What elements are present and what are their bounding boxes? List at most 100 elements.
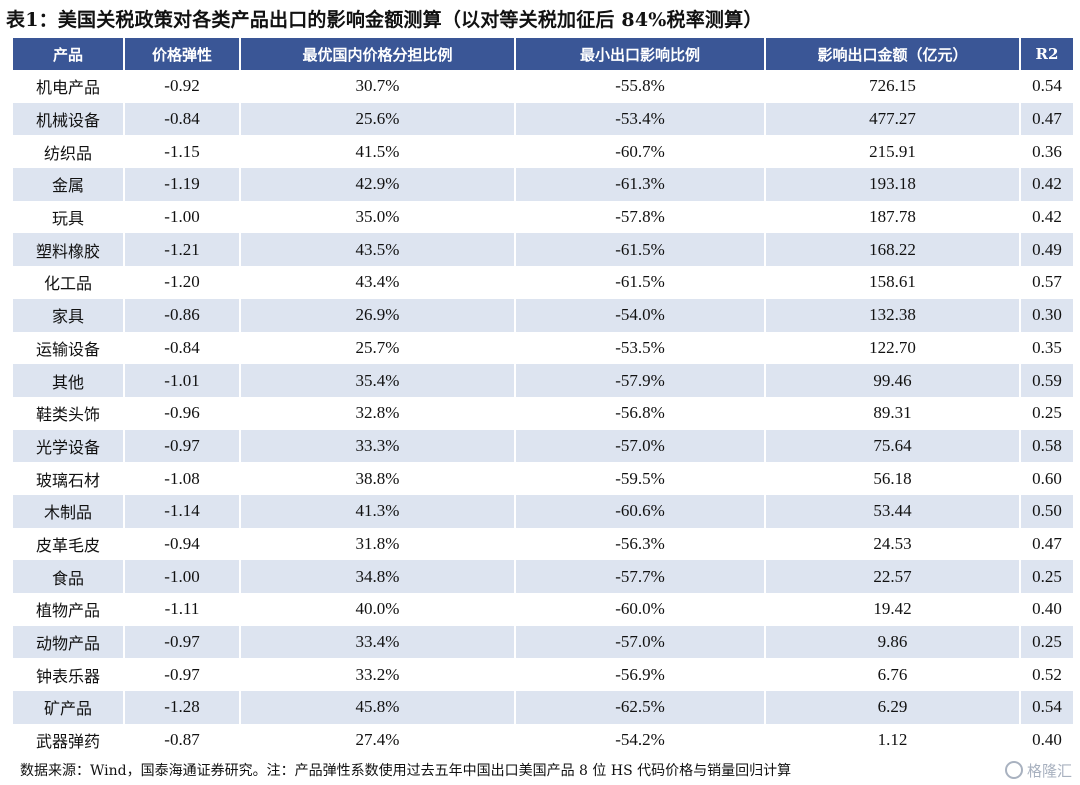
cell-export-amount: 19.42 xyxy=(765,593,1021,626)
cell-r2: 0.52 xyxy=(1032,664,1062,684)
cell-min-export-impact: -56.3% xyxy=(515,527,766,561)
cell-elasticity: -0.96 xyxy=(124,396,241,430)
table-row: 钟表乐器 -0.97 33.2% -56.9% 6.76 0.52 xyxy=(13,658,1073,692)
cell-domestic-share: 41.3% xyxy=(240,494,516,528)
watermark-text: 格隆汇 xyxy=(1026,761,1072,780)
watermark: 格隆汇 xyxy=(1004,758,1072,782)
cell-product: 金属 xyxy=(13,168,125,201)
cell-min-export-impact: -59.5% xyxy=(515,462,766,495)
cell-export-amount: 22.57 xyxy=(765,560,1021,593)
cell-product: 皮革毛皮 xyxy=(13,527,125,561)
cell-product: 纺织品 xyxy=(13,135,125,169)
cell-min-export-impact: -54.0% xyxy=(515,298,766,332)
cell-export-amount: 477.27 xyxy=(765,102,1021,136)
cell-export-amount: 193.18 xyxy=(765,168,1021,201)
cell-min-export-impact: -53.5% xyxy=(515,331,766,365)
cell-r2: 0.59 xyxy=(1020,364,1073,397)
table-row: 武器弹药 -0.87 27.4% -54.2% 1.12 0.40 xyxy=(13,723,1073,757)
cell-export-amount: 726.15 xyxy=(765,70,1021,103)
cell-product: 木制品 xyxy=(13,494,125,528)
cell-elasticity: -1.21 xyxy=(124,233,241,267)
cell-export-amount: 24.53 xyxy=(765,527,1021,561)
cell-export-amount: 158.61 xyxy=(765,266,1021,299)
cell-min-export-impact: -56.9% xyxy=(515,658,766,692)
cell-product: 机电产品 xyxy=(13,70,125,103)
table-row: 机械设备 -0.84 25.6% -53.4% 477.27 0.47 xyxy=(13,102,1073,136)
cell-min-export-impact: -53.4% xyxy=(515,102,766,136)
cell-domestic-share: 43.5% xyxy=(240,233,516,267)
header-elasticity: 价格弹性 xyxy=(124,38,241,70)
cell-elasticity: -1.01 xyxy=(124,364,241,397)
cell-elasticity: -1.00 xyxy=(124,560,241,593)
cell-min-export-impact: -61.3% xyxy=(515,168,766,201)
cell-min-export-impact: -57.7% xyxy=(515,560,766,593)
cell-elasticity: -0.97 xyxy=(124,658,241,692)
source-note: 数据来源：Wind，国泰海通证券研究。注：产品弹性系数使用过去五年中国出口美国产… xyxy=(20,763,792,779)
cell-domestic-share: 40.0% xyxy=(240,593,516,626)
cell-r2: 0.25 xyxy=(1020,625,1073,659)
table-row: 皮革毛皮 -0.94 31.8% -56.3% 24.53 0.47 xyxy=(13,527,1073,561)
cell-r2: 0.25 xyxy=(1020,560,1073,593)
header-product: 产品 xyxy=(13,38,125,70)
cell-elasticity: -0.87 xyxy=(124,723,241,757)
cell-export-amount: 215.91 xyxy=(765,135,1021,169)
cell-product: 化工品 xyxy=(13,266,125,299)
cell-product: 其他 xyxy=(13,364,125,397)
cell-export-amount: 187.78 xyxy=(765,200,1021,234)
cell-r2: 0.54 xyxy=(1020,691,1073,724)
cell-r2: 0.60 xyxy=(1032,468,1062,488)
cell-r2: 0.42 xyxy=(1032,207,1062,227)
cell-r2: 0.47 xyxy=(1032,533,1062,553)
cell-min-export-impact: -56.8% xyxy=(515,396,766,430)
cell-domestic-share: 25.7% xyxy=(240,331,516,365)
cell-r2: 0.36 xyxy=(1032,141,1062,161)
cell-r2: 0.57 xyxy=(1032,272,1062,292)
table-row: 鞋类头饰 -0.96 32.8% -56.8% 89.31 0.25 xyxy=(13,396,1073,430)
table-row: 其他 -1.01 35.4% -57.9% 99.46 0.59 xyxy=(13,364,1073,397)
cell-r2: 0.42 xyxy=(1020,168,1073,201)
cell-product: 食品 xyxy=(13,560,125,593)
cell-export-amount: 122.70 xyxy=(765,331,1021,365)
cell-domestic-share: 43.4% xyxy=(240,266,516,299)
cell-product: 机械设备 xyxy=(13,102,125,136)
table-header-row: 产品 价格弹性 最优国内价格分担比例 最小出口影响比例 影响出口金额（亿元） R… xyxy=(13,38,1073,70)
cell-domestic-share: 41.5% xyxy=(240,135,516,169)
cell-export-amount: 168.22 xyxy=(765,233,1021,267)
cell-elasticity: -1.08 xyxy=(124,462,241,495)
table-title: 表1：美国关税政策对各类产品出口的影响金额测算（以对等关税加征后 84%税率测算… xyxy=(6,9,763,31)
table-row: 动物产品 -0.97 33.4% -57.0% 9.86 0.25 xyxy=(13,625,1073,659)
cell-product: 钟表乐器 xyxy=(13,658,125,692)
cell-r2: 0.50 xyxy=(1020,494,1073,528)
cell-product: 鞋类头饰 xyxy=(13,396,125,430)
table-row: 家具 -0.86 26.9% -54.0% 132.38 0.30 xyxy=(13,298,1073,332)
cell-min-export-impact: -60.0% xyxy=(515,593,766,626)
cell-min-export-impact: -61.5% xyxy=(515,233,766,267)
cell-product: 家具 xyxy=(13,298,125,332)
cell-min-export-impact: -57.9% xyxy=(515,364,766,397)
cell-elasticity: -1.28 xyxy=(124,691,241,724)
cell-export-amount: 9.86 xyxy=(765,625,1021,659)
header-domestic-share: 最优国内价格分担比例 xyxy=(240,38,516,70)
cell-r2: 0.54 xyxy=(1032,76,1062,96)
cell-domestic-share: 25.6% xyxy=(240,102,516,136)
cell-min-export-impact: -54.2% xyxy=(515,723,766,757)
cell-product: 塑料橡胶 xyxy=(13,233,125,267)
cell-product: 武器弹药 xyxy=(13,723,125,757)
cell-elasticity: -1.20 xyxy=(124,266,241,299)
cell-elasticity: -1.15 xyxy=(124,135,241,169)
table-row: 机电产品 -0.92 30.7% -55.8% 726.15 0.54 xyxy=(13,70,1073,103)
cell-domestic-share: 42.9% xyxy=(240,168,516,201)
cell-export-amount: 56.18 xyxy=(765,462,1021,495)
cell-elasticity: -1.00 xyxy=(124,200,241,234)
cell-export-amount: 75.64 xyxy=(765,429,1021,463)
cell-r2: 0.30 xyxy=(1020,298,1073,332)
cell-domestic-share: 38.8% xyxy=(240,462,516,495)
table-row: 化工品 -1.20 43.4% -61.5% 158.61 0.57 xyxy=(13,266,1073,299)
watermark-logo-icon xyxy=(1004,761,1023,779)
cell-domestic-share: 31.8% xyxy=(240,527,516,561)
table-row: 光学设备 -0.97 33.3% -57.0% 75.64 0.58 xyxy=(13,429,1073,463)
cell-elasticity: -0.97 xyxy=(124,429,241,463)
cell-elasticity: -0.86 xyxy=(124,298,241,332)
cell-min-export-impact: -57.0% xyxy=(515,429,766,463)
cell-export-amount: 1.12 xyxy=(765,723,1021,757)
